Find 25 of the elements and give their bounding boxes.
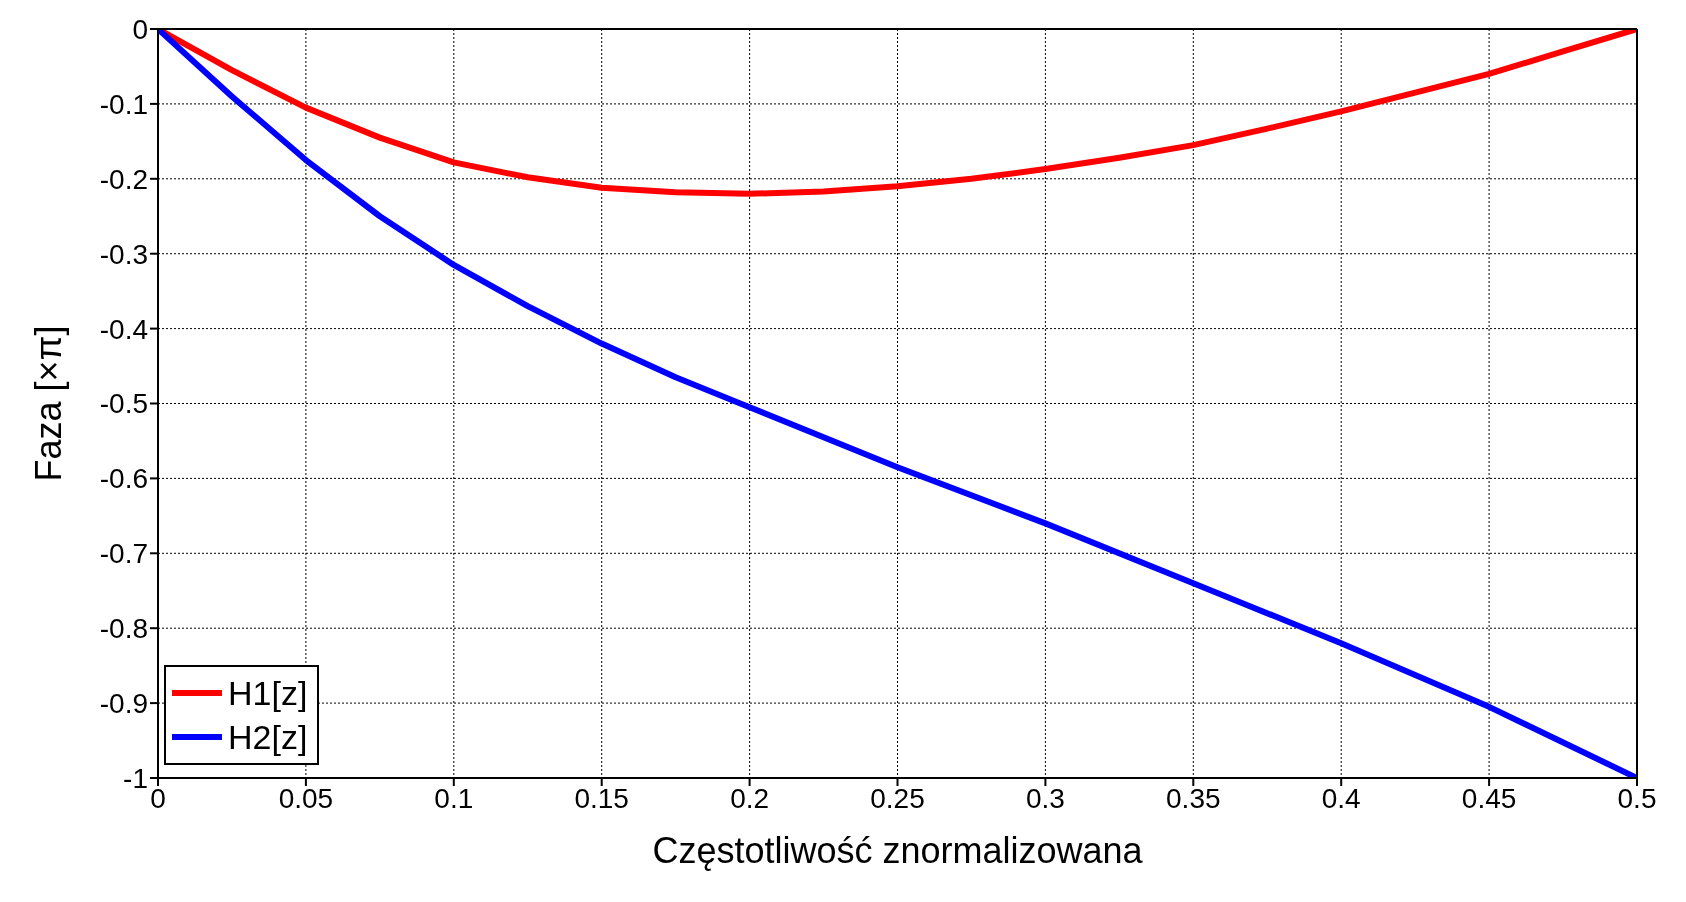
y-tick-label: -0.9 bbox=[99, 688, 148, 720]
x-tick-label: 0.15 bbox=[574, 782, 629, 814]
x-tick-label: 0.45 bbox=[1461, 782, 1517, 814]
y-tick-label: -1 bbox=[123, 762, 148, 794]
x-tick-label: 0.5 bbox=[1617, 782, 1657, 814]
x-tick-label: 0.25 bbox=[870, 782, 925, 814]
y-tick-label: -0.2 bbox=[99, 163, 148, 195]
legend-label: H1[z] bbox=[228, 673, 308, 713]
x-tick-label: 0.35 bbox=[1166, 782, 1221, 814]
x-tick-label: 0.4 bbox=[1321, 782, 1361, 814]
legend-label: H2[z] bbox=[228, 717, 308, 757]
y-tick-label: -0.5 bbox=[99, 388, 148, 420]
x-tick-label: 0.1 bbox=[434, 782, 474, 814]
y-tick-label: -0.1 bbox=[99, 88, 148, 120]
x-axis-title: Częstotliwość znormalizowana bbox=[652, 830, 1144, 871]
y-tick-label: -0.4 bbox=[99, 313, 148, 345]
y-tick-label: -0.8 bbox=[99, 613, 148, 645]
y-tick-label: -0.6 bbox=[99, 463, 148, 495]
x-tick-label: 0.05 bbox=[278, 782, 334, 814]
y-axis-title: Faza [×π] bbox=[27, 325, 69, 482]
x-tick-label: 0.2 bbox=[730, 782, 770, 814]
y-tick-label: 0 bbox=[132, 13, 148, 45]
x-tick-label: 0.3 bbox=[1025, 782, 1065, 814]
y-tick-label: -0.7 bbox=[99, 538, 148, 570]
y-tick-label: -0.3 bbox=[99, 238, 148, 270]
